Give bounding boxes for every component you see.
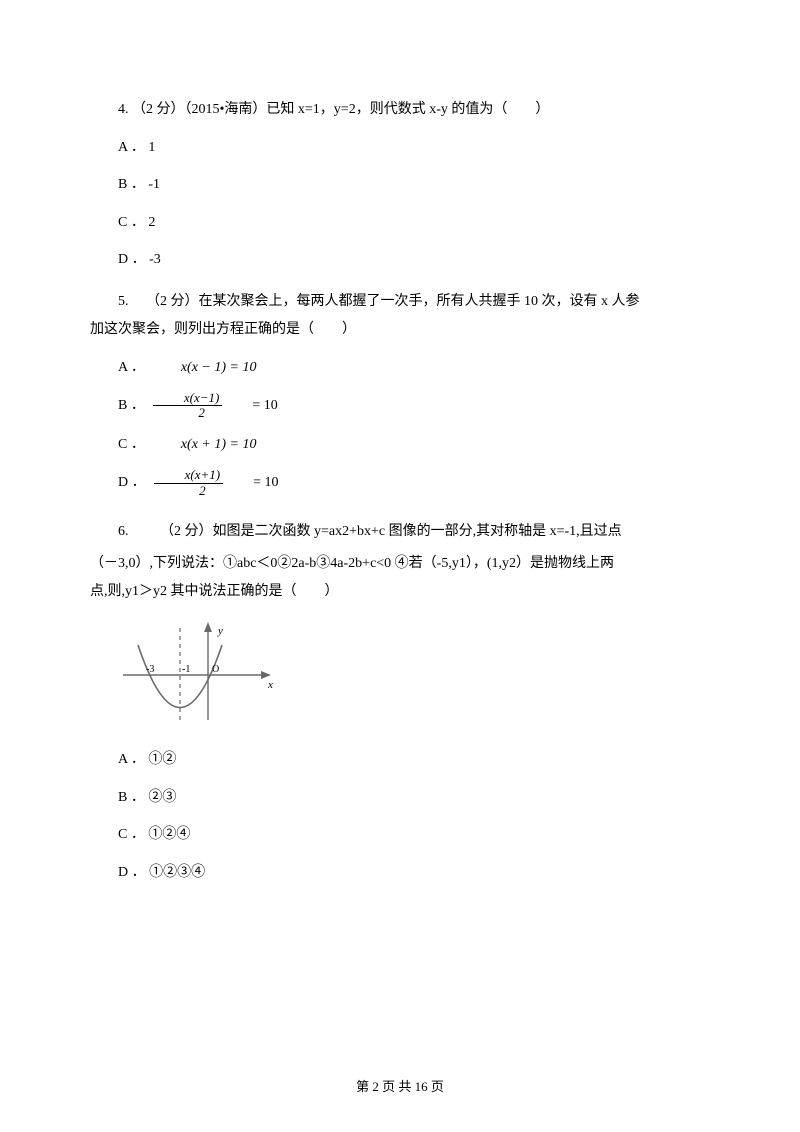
parabola-graph-icon: y x O -3 -1 (118, 620, 278, 730)
q6-opt-a: A ． ①② (90, 750, 710, 770)
q5-opt-d-label: D ． (118, 473, 146, 493)
q4-opt-b: B ． -1 (90, 175, 710, 195)
q6-line3: 点,则,y1＞y2 其中说法正确的是（ ） (90, 582, 710, 602)
q6-opt-c: C ． ①②④ (90, 825, 710, 845)
q5-opt-a: A ． x(x − 1) = 10 (90, 358, 710, 378)
svg-text:x: x (267, 679, 273, 691)
q6-line1: 6. （2 分）如图是二次函数 y=ax2+bx+c 图像的一部分,其对称轴是 … (90, 518, 710, 546)
q5-opt-d: D ． x(x+1) 2 = 10 (90, 468, 710, 498)
q5-opt-b-num: x(x−1) (153, 391, 222, 406)
q5-opt-d-num: x(x+1) (154, 468, 223, 483)
q5-opt-c: C ． x(x + 1) = 10 (90, 435, 710, 455)
q5-opt-b-den: 2 (153, 406, 222, 420)
q4-opt-c: C ． 2 (90, 213, 710, 233)
svg-text:-1: -1 (182, 664, 190, 675)
q5-opt-b-label: B ． (118, 396, 145, 416)
q5-opt-b-frac: x(x−1) 2 (153, 391, 222, 421)
q4-text: 4. （2 分）（2015•海南）已知 x=1，y=2，则代数式 x‐y 的值为… (90, 100, 710, 120)
q5-opt-c-label: C ． (118, 435, 145, 455)
q5-opt-d-rest: = 10 (225, 473, 278, 493)
q5-line2: 加这次聚会，则列出方程正确的是（ ） (90, 320, 710, 340)
q5-opt-c-expr: x(x + 1) = 10 (153, 435, 257, 455)
page-footer: 第 2 页 共 16 页 (0, 1078, 800, 1096)
page-body: 4. （2 分）（2015•海南）已知 x=1，y=2，则代数式 x‐y 的值为… (0, 0, 800, 1132)
svg-text:O: O (212, 664, 219, 675)
q6-opt-b: B ． ②③ (90, 788, 710, 808)
q5-opt-b-rest: = 10 (224, 396, 277, 416)
q5-line1: 5. （2 分）在某次聚会上，每两人都握了一次手，所有人共握手 10 次，设有 … (90, 288, 710, 316)
q5-opt-a-expr: x(x − 1) = 10 (153, 358, 257, 378)
q5-opt-b: B ． x(x−1) 2 = 10 (90, 391, 710, 421)
svg-text:-3: -3 (146, 664, 154, 675)
q5-opt-d-den: 2 (154, 484, 223, 498)
q6-opt-d: D ． ①②③④ (90, 863, 710, 883)
svg-text:y: y (217, 625, 223, 637)
q5-opt-d-frac: x(x+1) 2 (154, 468, 223, 498)
q5-opt-a-label: A ． (118, 358, 145, 378)
q6-graph: y x O -3 -1 (118, 620, 710, 737)
q4-opt-a: A ． 1 (90, 138, 710, 158)
q4-opt-d: D ． -3 (90, 250, 710, 270)
q6-line2: （－3,0）,下列说法：①abc＜0②2a-b③4a-2b+c<0 ④若（-5,… (90, 550, 710, 578)
